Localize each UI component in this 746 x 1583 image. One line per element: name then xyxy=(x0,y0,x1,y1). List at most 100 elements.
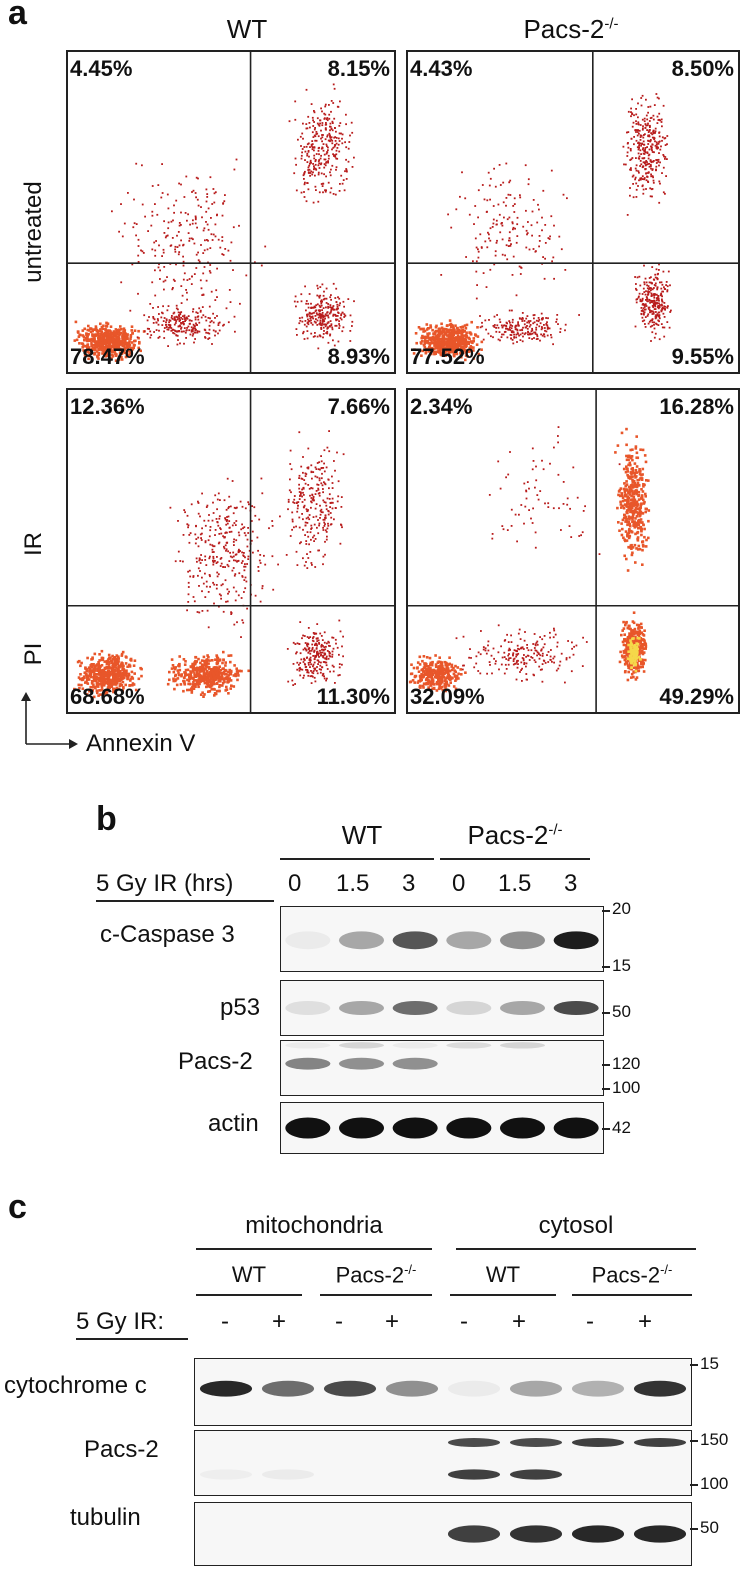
event-dot xyxy=(198,611,201,614)
event-dot xyxy=(644,151,647,154)
event-dot xyxy=(637,148,640,151)
event-dot xyxy=(531,327,533,330)
event-dot xyxy=(645,163,648,166)
event-dot xyxy=(321,185,324,187)
event-dot xyxy=(323,481,325,484)
event-dot xyxy=(221,214,224,217)
event-dot xyxy=(441,338,445,342)
event-dot xyxy=(640,104,643,107)
event-dot xyxy=(329,134,331,137)
event-dot xyxy=(336,308,338,311)
event-dot xyxy=(322,319,325,321)
event-dot xyxy=(476,335,480,338)
event-dot xyxy=(320,477,323,480)
event-dot xyxy=(552,256,555,259)
event-dot xyxy=(327,513,330,516)
event-dot xyxy=(239,550,241,552)
event-dot xyxy=(106,667,109,670)
event-dot xyxy=(445,676,448,680)
event-dot xyxy=(653,287,655,289)
event-dot xyxy=(515,294,518,297)
event-dot xyxy=(337,143,340,146)
event-dot xyxy=(110,685,114,688)
event-dot xyxy=(631,113,633,116)
event-dot xyxy=(316,319,319,322)
event-dot xyxy=(323,677,326,680)
event-dot xyxy=(345,169,348,172)
event-dot xyxy=(662,166,665,169)
event-dot xyxy=(318,494,321,497)
event-dot xyxy=(313,311,315,314)
event-dot xyxy=(171,288,174,291)
event-dot xyxy=(512,228,514,231)
event-dot xyxy=(345,158,347,161)
event-dot xyxy=(214,191,217,194)
event-dot xyxy=(656,122,659,124)
event-dot xyxy=(86,676,90,679)
event-dot xyxy=(112,338,116,341)
event-dot xyxy=(234,674,238,678)
event-dot xyxy=(226,542,228,544)
event-dot xyxy=(73,339,77,342)
event-dot xyxy=(321,666,324,669)
event-dot xyxy=(142,252,145,254)
event-dot xyxy=(308,487,311,490)
event-dot xyxy=(333,154,335,157)
event-dot xyxy=(442,335,445,339)
event-dot xyxy=(191,662,194,666)
event-dot xyxy=(309,656,312,659)
event-dot xyxy=(338,140,341,142)
event-dot xyxy=(222,566,224,568)
event-dot xyxy=(306,154,309,157)
event-dot xyxy=(112,342,116,346)
event-dot xyxy=(128,343,132,346)
event-dot xyxy=(235,520,238,522)
event-dot xyxy=(303,504,306,507)
event-dot xyxy=(473,223,475,225)
event-dot xyxy=(638,179,640,182)
event-dot xyxy=(501,253,504,256)
event-dot xyxy=(316,294,319,297)
event-dot xyxy=(663,302,666,304)
event-dot xyxy=(209,317,211,320)
event-dot xyxy=(298,663,300,666)
event-dot xyxy=(534,333,537,335)
event-dot xyxy=(465,331,468,334)
event-dot xyxy=(92,695,96,699)
event-dot xyxy=(509,244,512,247)
event-dot xyxy=(456,335,460,339)
event-dot xyxy=(516,328,519,331)
event-dot xyxy=(486,199,489,202)
event-dot xyxy=(309,174,311,177)
event-dot xyxy=(194,222,197,225)
event-dot xyxy=(103,666,107,670)
event-dot xyxy=(217,524,220,527)
event-dot xyxy=(306,553,308,555)
event-dot xyxy=(441,328,444,331)
event-dot xyxy=(205,580,208,583)
event-dot xyxy=(184,320,186,322)
event-dot xyxy=(323,521,326,524)
event-dot xyxy=(346,170,348,173)
event-dot xyxy=(329,320,332,322)
event-dot xyxy=(100,664,104,667)
event-dot xyxy=(660,118,663,121)
event-dot xyxy=(426,339,430,343)
event-dot xyxy=(331,501,334,504)
event-dot xyxy=(656,273,659,276)
event-dot xyxy=(495,327,497,329)
event-dot xyxy=(636,146,639,149)
event-dot xyxy=(664,144,667,146)
event-dot xyxy=(99,341,103,344)
event-dot xyxy=(644,323,646,325)
event-dot xyxy=(339,122,342,124)
event-dot xyxy=(642,310,645,313)
event-dot xyxy=(195,323,198,326)
event-dot xyxy=(549,235,551,238)
event-dot xyxy=(329,506,331,508)
event-dot xyxy=(646,175,648,178)
event-dot xyxy=(216,315,218,317)
event-dot xyxy=(163,232,166,234)
event-dot xyxy=(200,539,203,541)
event-dot xyxy=(163,288,165,291)
